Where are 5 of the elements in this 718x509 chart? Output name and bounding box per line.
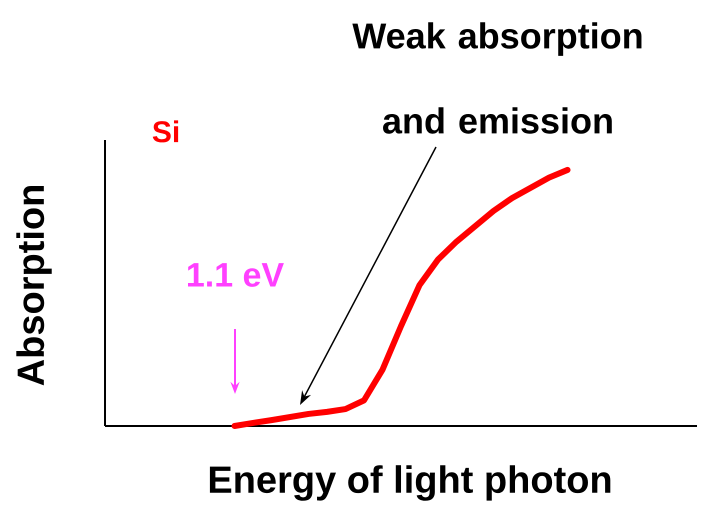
- text: Weak absorption and emission: [352, 22, 642, 134]
- annotation: 1.1 eV: [188, 263, 284, 287]
- text: Si: [152, 120, 178, 142]
- x-axis-title: Energy of light photon: [210, 465, 610, 501]
- y-axis-title: Absorption: [16, 186, 52, 386]
